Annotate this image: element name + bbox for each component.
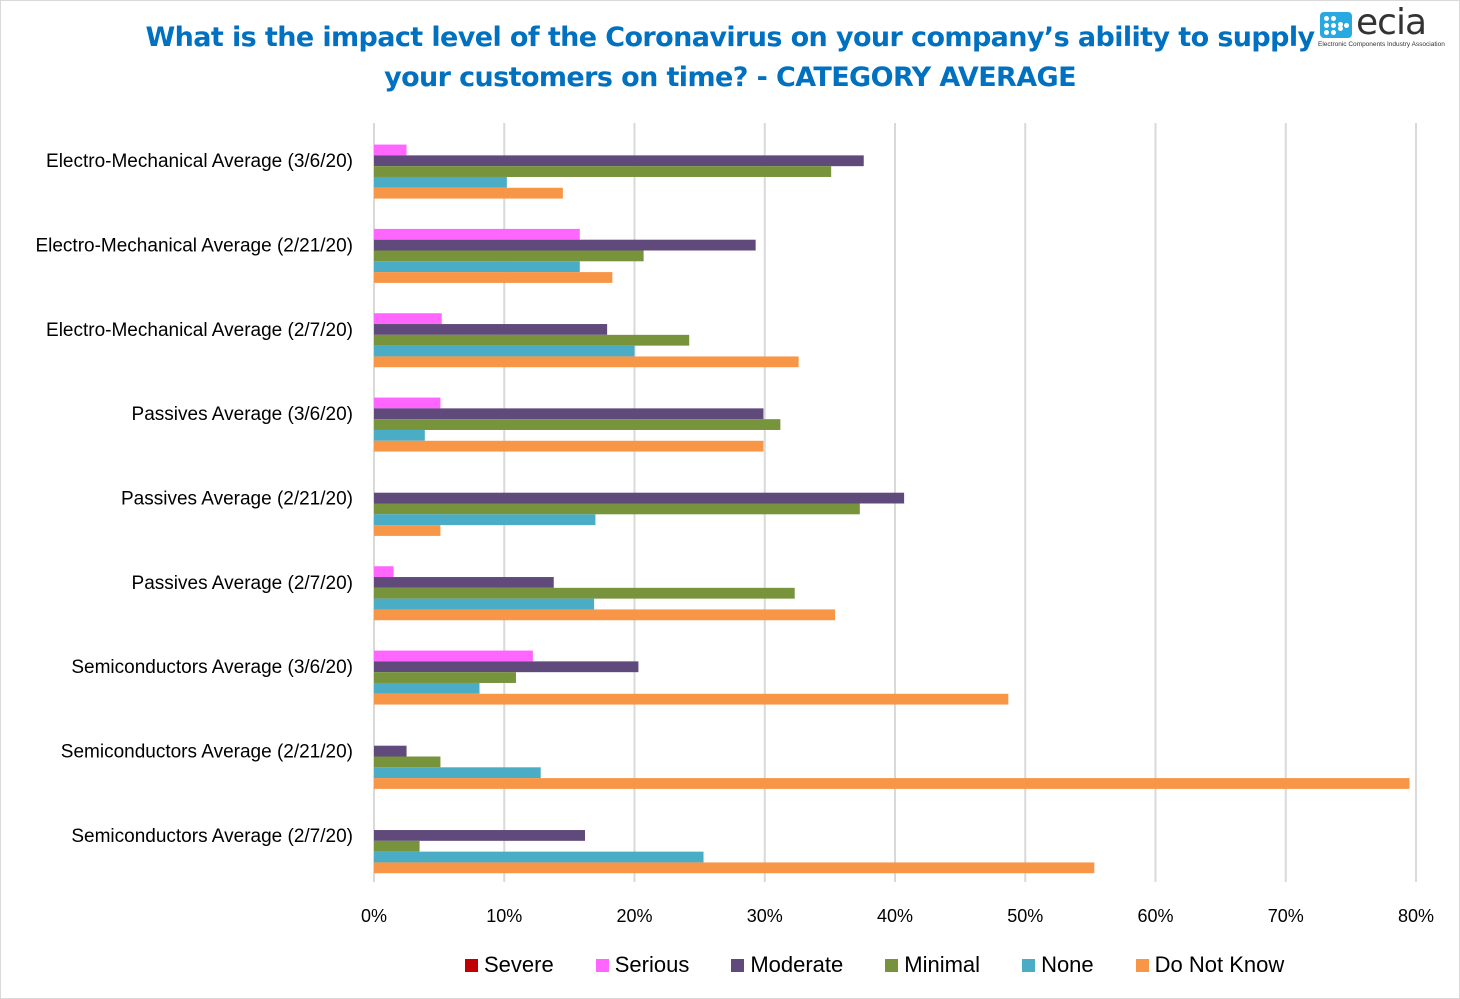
bar-moderate	[374, 745, 407, 757]
legend-label: Minimal	[904, 952, 981, 977]
bar-serious	[374, 144, 407, 156]
legend-swatch	[465, 958, 478, 972]
legend-item: Serious	[595, 952, 690, 978]
legend-swatch	[885, 958, 899, 972]
legend-item: Severe	[465, 952, 554, 978]
bar-none	[374, 345, 635, 357]
category-label: Electro-Mechanical Average (2/7/20)	[46, 320, 353, 341]
x-tick-label: 10%	[486, 906, 522, 926]
legend-swatch	[1022, 958, 1036, 972]
bar-do-not-know	[374, 272, 613, 283]
category-label: Passives Average (2/21/20)	[121, 489, 353, 510]
bar-do-not-know	[374, 609, 836, 621]
chart-title-line-1: What is the impact level of the Coronavi…	[145, 22, 1315, 53]
legend-item: Minimal	[885, 952, 980, 978]
ecia-wordmark: ecia	[1356, 2, 1427, 43]
bar-moderate	[374, 324, 608, 335]
x-tick-label: 30%	[747, 906, 783, 926]
bar-moderate	[374, 577, 554, 588]
legend-label: Severe	[484, 952, 554, 977]
bar-minimal	[374, 672, 516, 683]
bars	[374, 144, 1410, 874]
bar-moderate	[374, 408, 764, 420]
bar-do-not-know	[374, 693, 1009, 705]
bar-minimal	[374, 334, 690, 346]
bar-do-not-know	[374, 187, 563, 199]
bar-none	[374, 767, 541, 779]
x-tick-label: 60%	[1137, 906, 1173, 926]
chart-title-line-2: your customers on time? - CATEGORY AVERA…	[384, 62, 1076, 93]
bar-minimal	[374, 250, 644, 262]
legend-label: None	[1041, 952, 1094, 977]
legend-label: Serious	[614, 952, 690, 977]
bar-minimal	[374, 756, 441, 768]
bar-do-not-know	[374, 778, 1410, 789]
bar-serious	[374, 650, 533, 662]
legend: Severe Serious Moderate Minimal None Do Not K…	[465, 952, 1326, 978]
bar-do-not-know	[374, 525, 441, 536]
category-label: Passives Average (3/6/20)	[132, 404, 353, 425]
bar-minimal	[374, 503, 860, 515]
bar-minimal	[374, 587, 795, 599]
bar-minimal	[374, 840, 420, 852]
bar-do-not-know	[374, 862, 1095, 874]
bar-moderate	[374, 830, 586, 841]
bar-serious	[374, 228, 580, 240]
bar-minimal	[374, 166, 832, 177]
bar-none	[374, 429, 425, 441]
x-tick-label: 0%	[361, 906, 387, 926]
bar-serious	[374, 566, 394, 578]
legend-item: Moderate	[731, 952, 843, 978]
category-label: Semiconductors Average (2/21/20)	[61, 742, 353, 763]
x-tick-label: 20%	[616, 906, 652, 926]
bar-none	[374, 514, 596, 526]
category-label: Semiconductors Average (2/7/20)	[71, 826, 353, 847]
category-label: Passives Average (2/7/20)	[132, 573, 353, 594]
ecia-logo: ecia Electronic Components Industry Asso…	[1318, 2, 1446, 50]
bar-moderate	[374, 239, 756, 251]
bar-none	[374, 261, 580, 273]
legend-label: Moderate	[750, 952, 844, 977]
ecia-logo-icon	[1320, 12, 1352, 38]
bar-serious	[374, 313, 442, 325]
category-labels: Electro-Mechanical Average (3/6/20) Elect…	[35, 151, 353, 847]
bar-minimal	[374, 419, 781, 430]
legend-swatch	[595, 958, 609, 972]
legend-item: Do Not Know	[1135, 952, 1285, 978]
legend-swatch	[731, 958, 745, 972]
bar-moderate	[374, 661, 639, 673]
category-label: Electro-Mechanical Average (2/21/20)	[35, 236, 353, 257]
x-tick-label: 40%	[877, 906, 913, 926]
chart-title: What is the impact level of the Coronavi…	[100, 18, 1360, 98]
x-tick-label: 80%	[1398, 906, 1434, 926]
bar-none	[374, 682, 480, 694]
bar-serious	[374, 397, 441, 409]
bar-none	[374, 598, 595, 610]
bar-do-not-know	[374, 356, 799, 368]
legend-item: None	[1022, 952, 1094, 978]
category-label: Semiconductors Average (3/6/20)	[71, 657, 353, 678]
category-label: Electro-Mechanical Average (3/6/20)	[46, 151, 353, 172]
bar-do-not-know	[374, 440, 764, 452]
x-tick-label: 70%	[1268, 906, 1304, 926]
legend-label: Do Not Know	[1154, 952, 1285, 977]
bar-moderate	[374, 492, 905, 504]
bar-none	[374, 851, 704, 863]
bar-none	[374, 176, 507, 188]
ecia-tagline: Electronic Components Industry Associati…	[1318, 41, 1445, 48]
legend-swatch	[1135, 958, 1149, 972]
bar-moderate	[374, 155, 864, 167]
x-tick-labels: 0% 10% 20% 30% 40% 50% 60% 70% 80%	[361, 906, 1434, 926]
x-tick-label: 50%	[1007, 906, 1043, 926]
